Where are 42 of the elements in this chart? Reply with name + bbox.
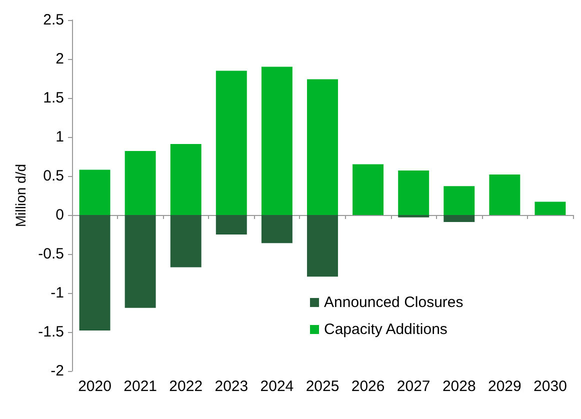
y-tick-label: -1 (50, 284, 64, 302)
bar (398, 170, 430, 215)
bar (444, 186, 475, 215)
y-tick-label: 0.5 (43, 168, 64, 184)
bar (307, 79, 338, 215)
bar (216, 215, 247, 234)
bar (170, 144, 202, 215)
y-tick-label: -2 (50, 362, 64, 380)
bar (261, 66, 292, 215)
bar (79, 170, 110, 215)
bar (261, 215, 292, 244)
bar (352, 164, 384, 215)
x-tick-label: 2027 (396, 378, 430, 395)
x-tick-label: 2030 (534, 378, 567, 395)
y-tick-label: 2.5 (43, 12, 64, 28)
bar (124, 215, 156, 308)
x-tick-label: 2026 (351, 378, 385, 395)
x-tick-label: 2028 (442, 378, 476, 395)
x-tick-label: 2020 (78, 378, 112, 395)
bar (489, 174, 520, 215)
y-tick-label: 0 (56, 206, 64, 224)
legend-label: Announced Closures (324, 294, 464, 311)
bar (79, 215, 110, 330)
y-tick-label: 1 (56, 128, 64, 146)
y-axis-title: Million d/d (12, 164, 28, 228)
y-tick-label: 2 (56, 50, 64, 68)
y-tick-label: -0.5 (38, 246, 64, 262)
x-tick-label: 2021 (124, 378, 158, 395)
bar (170, 215, 202, 268)
bar (307, 215, 338, 277)
x-tick-label: 2022 (169, 378, 203, 395)
legend-label: Capacity Additions (324, 321, 448, 338)
x-tick-label: 2029 (488, 378, 522, 395)
bar (444, 215, 475, 222)
x-tick-label: 2023 (214, 378, 248, 395)
y-tick-label: -1.5 (38, 324, 64, 340)
bar (216, 70, 247, 215)
x-tick-label: 2025 (306, 378, 340, 395)
bar (534, 202, 566, 215)
x-tick-label: 2024 (260, 378, 294, 395)
y-tick-label: 1.5 (43, 90, 64, 106)
bar (124, 151, 156, 215)
